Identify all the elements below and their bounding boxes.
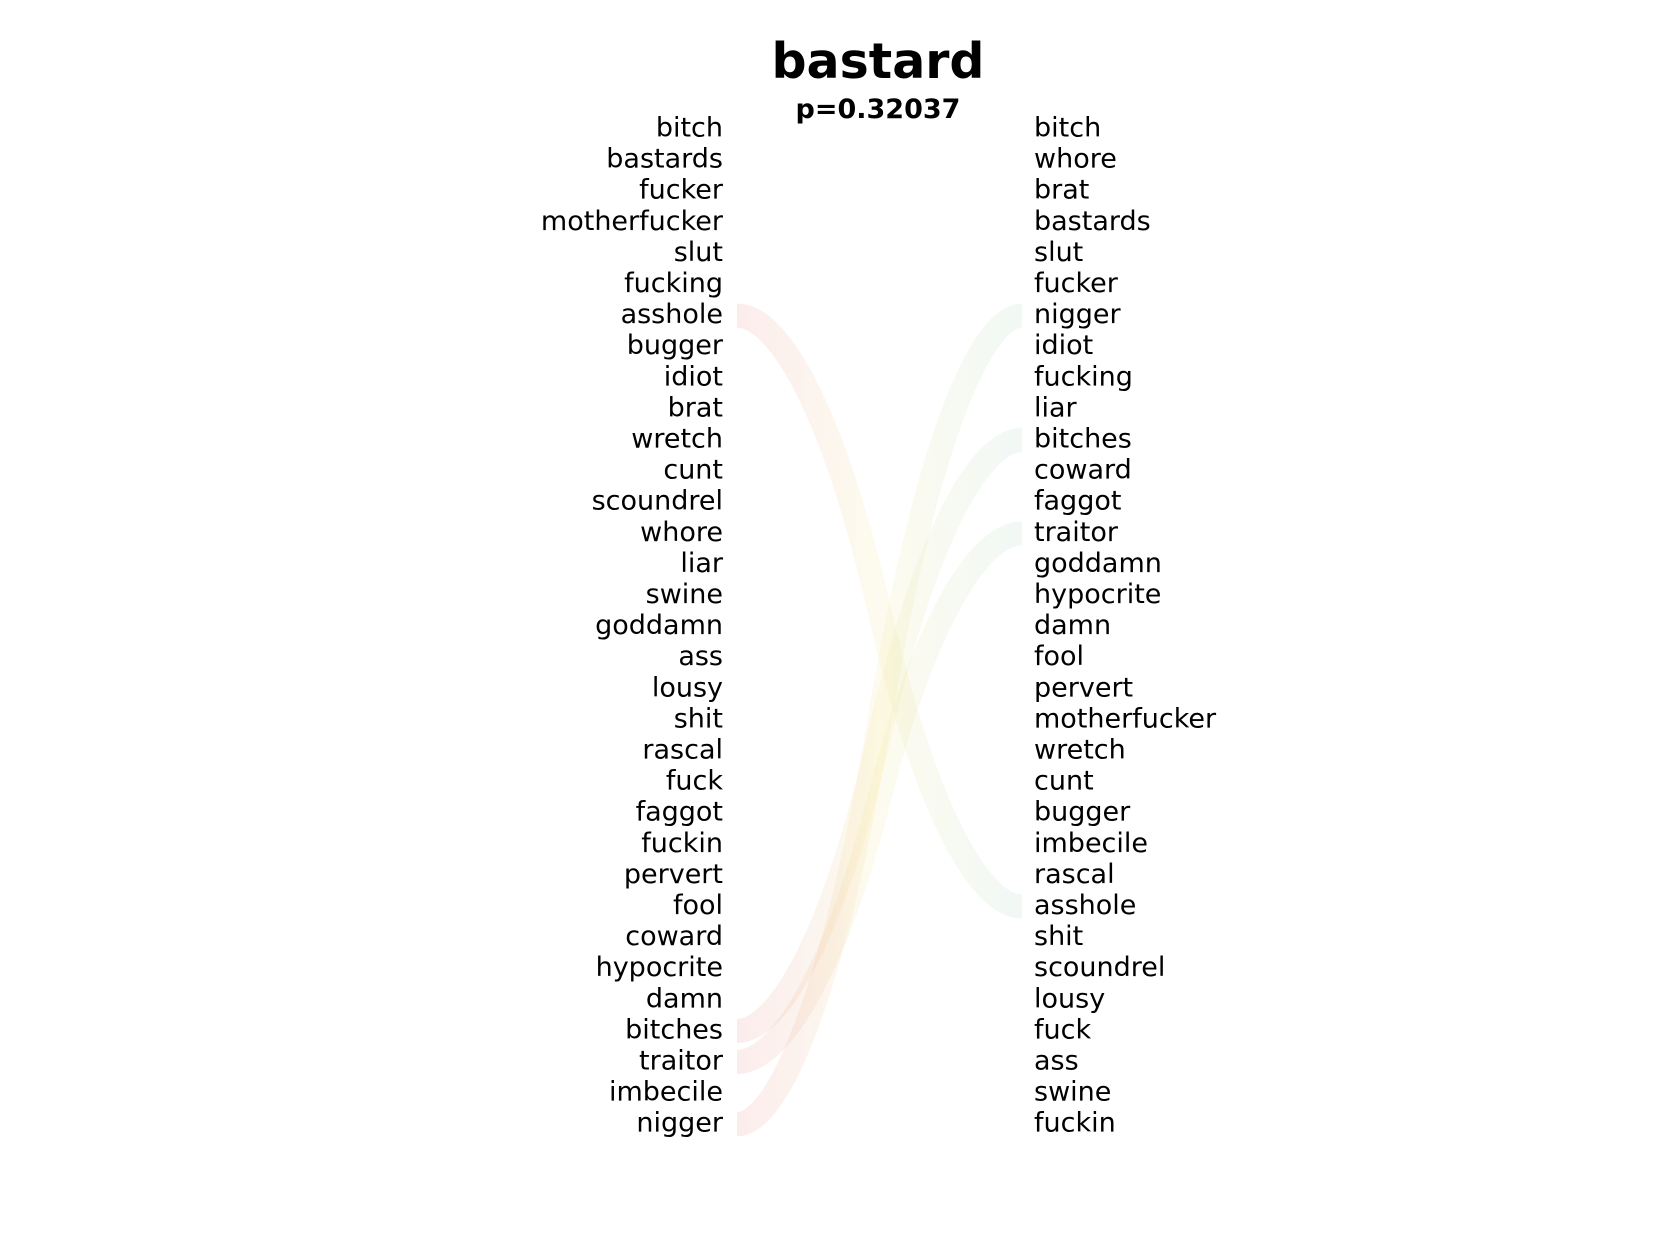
left-rank-label: fucking [624, 268, 723, 299]
left-rank-label: fuck [666, 766, 723, 797]
left-rank-label: asshole [621, 299, 723, 330]
right-ranking-labels: bitchwhorebratbastardsslutfuckerniggerid… [1034, 113, 1217, 1139]
left-rank-label: wretch [631, 424, 723, 455]
left-rank-label: scoundrel [592, 486, 723, 517]
right-rank-label: pervert [1034, 672, 1133, 703]
left-rank-label: brat [668, 392, 723, 423]
right-rank-label: bastards [1034, 206, 1151, 237]
left-rank-label: fuckin [641, 828, 723, 859]
left-rank-label: pervert [624, 859, 723, 890]
left-rank-label: traitor [639, 1046, 724, 1077]
right-rank-label: brat [1034, 175, 1089, 206]
rank-link-traitor [735, 521, 1024, 1074]
left-rank-label: coward [625, 921, 723, 952]
left-rank-label: bitch [656, 113, 723, 144]
left-rank-label: goddamn [595, 610, 723, 641]
right-rank-label: swine [1034, 1077, 1111, 1108]
left-rank-label: lousy [652, 672, 723, 703]
right-rank-label: bugger [1034, 797, 1131, 828]
right-rank-label: imbecile [1034, 828, 1148, 859]
p-value-subtitle: p=0.32037 [795, 94, 961, 125]
right-rank-label: rascal [1034, 859, 1115, 890]
right-rank-label: cunt [1034, 766, 1094, 797]
left-rank-label: rascal [642, 735, 723, 766]
left-rank-label: liar [680, 548, 724, 579]
chart-title: bastard [771, 33, 985, 90]
right-rank-label: fuckin [1034, 1108, 1116, 1139]
right-rank-label: motherfucker [1034, 703, 1217, 734]
right-rank-label: faggot [1034, 486, 1121, 517]
left-rank-label: fool [673, 890, 723, 921]
rank-link-asshole [735, 303, 1024, 919]
left-rank-label: fucker [639, 175, 724, 206]
right-rank-label: slut [1034, 237, 1083, 268]
rank-change-links [735, 303, 1024, 1137]
left-rank-label: bastards [606, 144, 723, 175]
right-rank-label: shit [1034, 921, 1083, 952]
left-rank-label: hypocrite [596, 952, 723, 983]
left-rank-label: slut [674, 237, 723, 268]
left-rank-label: damn [646, 983, 723, 1014]
right-rank-label: traitor [1034, 517, 1119, 548]
rank-link-nigger [735, 303, 1024, 1137]
right-rank-label: hypocrite [1034, 579, 1161, 610]
left-rank-label: swine [646, 579, 723, 610]
left-rank-label: imbecile [609, 1077, 723, 1108]
right-rank-label: fuck [1034, 1014, 1091, 1045]
right-rank-label: bitches [1034, 424, 1132, 455]
left-rank-label: nigger [636, 1108, 724, 1139]
left-rank-label: idiot [664, 361, 723, 392]
left-rank-label: faggot [636, 797, 723, 828]
right-rank-label: fucker [1034, 268, 1119, 299]
right-rank-label: idiot [1034, 330, 1093, 361]
right-rank-label: nigger [1034, 299, 1122, 330]
right-rank-label: coward [1034, 455, 1132, 486]
right-rank-label: goddamn [1034, 548, 1162, 579]
left-ranking-labels: bitchbastardsfuckermotherfuckerslutfucki… [541, 113, 724, 1139]
left-rank-label: bitches [625, 1014, 723, 1045]
left-rank-label: motherfucker [541, 206, 724, 237]
left-rank-label: shit [674, 703, 723, 734]
right-rank-label: whore [1034, 144, 1117, 175]
right-rank-label: wretch [1034, 735, 1126, 766]
right-rank-label: damn [1034, 610, 1111, 641]
right-rank-label: lousy [1034, 983, 1105, 1014]
right-rank-label: fucking [1034, 361, 1133, 392]
right-rank-label: fool [1034, 641, 1084, 672]
left-rank-label: cunt [663, 455, 723, 486]
right-rank-label: scoundrel [1034, 952, 1165, 983]
left-rank-label: whore [640, 517, 723, 548]
left-rank-label: ass [678, 641, 723, 672]
right-rank-label: ass [1034, 1046, 1079, 1077]
right-rank-label: bitch [1034, 113, 1101, 144]
right-rank-label: asshole [1034, 890, 1136, 921]
right-rank-label: liar [1034, 392, 1078, 423]
left-rank-label: bugger [627, 330, 724, 361]
